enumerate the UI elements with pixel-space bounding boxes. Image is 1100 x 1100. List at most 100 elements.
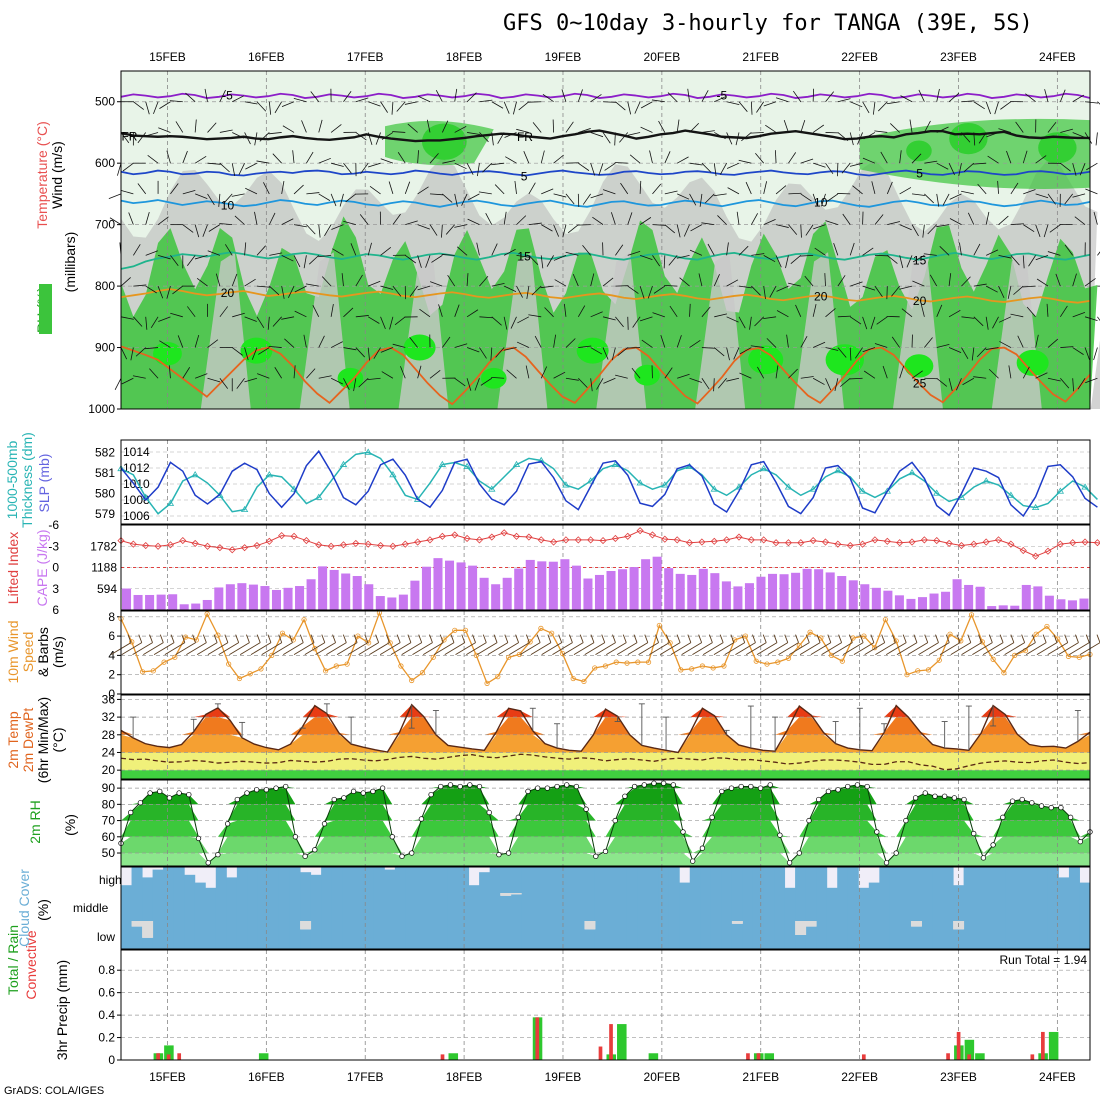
upper-wind-barb — [912, 255, 925, 263]
wind-barb — [562, 642, 584, 656]
upper-wind-barb — [977, 183, 987, 195]
slp-line — [120, 449, 1098, 518]
wind-speed-marker — [785, 655, 792, 661]
upper-wind-barb — [750, 132, 764, 134]
rh2m-marker — [137, 800, 144, 806]
cloud-middle-bar — [710, 893, 722, 921]
upper-wind-barb — [389, 316, 394, 330]
wind-barb-flag — [515, 634, 520, 643]
upper-wind-barb — [244, 316, 257, 322]
upper-wind-barb — [949, 218, 962, 225]
upper-wind-barb — [234, 215, 245, 225]
upper-wind-barb — [355, 347, 365, 358]
upper-wind-barb — [553, 334, 557, 348]
upper-wind-barb — [717, 215, 727, 225]
upper-wind-barb — [602, 189, 616, 195]
upper-wind-barb — [293, 97, 307, 103]
cape-bar — [237, 583, 247, 610]
cloud-low-gap — [795, 921, 807, 935]
upper-wind-barb — [565, 251, 579, 256]
upper-wind-barb — [534, 335, 542, 348]
upper-wind-barb — [749, 316, 752, 330]
wind-barb — [1069, 642, 1090, 656]
wind-barb-flag — [310, 634, 315, 643]
upper-wind-barb — [790, 255, 802, 265]
wind-speed-marker — [904, 672, 910, 678]
upper-wind-barb — [147, 155, 159, 164]
wind-speed-marker — [796, 643, 802, 649]
wind-speed-marker — [613, 659, 619, 665]
upper-ylabel-mb-0: (millibars) — [62, 232, 78, 293]
rh2m-marker — [883, 860, 890, 866]
cloud-low-bar — [752, 921, 764, 949]
upper-wind-barb — [207, 193, 215, 206]
wind-barb-flag — [278, 634, 283, 643]
upper-wind-barb — [512, 101, 517, 115]
rh2m-marker — [874, 829, 880, 835]
cape-bar — [179, 604, 189, 610]
upper-wind-barb — [518, 101, 530, 111]
upper-wind-barb — [1059, 89, 1066, 102]
cloud-high-bar — [742, 867, 754, 893]
cape-bar — [560, 559, 570, 610]
cape-bar — [122, 588, 132, 610]
wind-barb — [627, 642, 649, 656]
upper-wind-barb — [491, 101, 504, 109]
cape-bar — [1056, 599, 1066, 610]
cloud-middle-bar — [1079, 893, 1091, 921]
upper-wind-barb — [343, 90, 352, 102]
li-tick-label: 3 — [52, 582, 59, 596]
upper-wind-barb — [1010, 182, 1019, 195]
cloud-middle-bar — [594, 893, 606, 921]
upper-wind-barb — [177, 335, 184, 348]
wind-barb — [552, 642, 573, 656]
wind-barb — [1058, 642, 1079, 656]
rh2m-marker — [302, 853, 308, 859]
upper-wind-barb — [704, 193, 715, 204]
lifted-index-marker — [846, 541, 854, 550]
wind-speed-marker — [387, 640, 393, 646]
upper-wind-barb — [719, 162, 727, 175]
upper-wind-barb — [958, 163, 962, 176]
cloud-high-bar — [605, 867, 617, 893]
upper-wind-barb — [117, 163, 122, 176]
upper-wind-barb — [409, 337, 418, 348]
lifted-index-marker — [1032, 552, 1040, 560]
upper-wind-barb — [474, 378, 480, 391]
temp-ylabel-2: (6hr Min/Max) — [35, 697, 51, 783]
cape-bar — [352, 576, 362, 610]
upper-wind-barb — [755, 152, 765, 164]
wind-speed-marker — [236, 675, 243, 682]
wind-barb — [778, 642, 799, 656]
run-total-annotation: Run Total = 1.94 — [999, 953, 1087, 967]
wind-speed-marker — [462, 627, 469, 633]
li-ylabel-0: Lifted Index — [5, 532, 21, 604]
cape-bar — [675, 573, 685, 610]
wind-barb — [433, 642, 455, 656]
wind-barb — [638, 642, 659, 656]
wind-barb — [864, 642, 885, 656]
wind-speed-marker — [581, 678, 587, 685]
date-label-bottom: 15FEB — [149, 1070, 186, 1084]
upper-wind-barb — [629, 154, 641, 164]
cloud-low-bar — [521, 921, 533, 949]
cloud-low-gap — [910, 921, 922, 927]
date-label-bottom: 20FEB — [644, 1070, 681, 1084]
upper-wind-barb — [554, 279, 567, 287]
cloud-low-bar — [616, 921, 628, 949]
wind-barb-flag — [429, 634, 433, 643]
wind-ylabel-3: (m/s) — [50, 636, 66, 668]
rh-saturated-blob — [1016, 349, 1049, 376]
wind-barb — [842, 642, 864, 656]
wind-barb-flag — [235, 634, 240, 643]
upper-wind-barb — [751, 253, 765, 256]
upper-wind-barb — [1072, 311, 1086, 318]
upper-wind-barb — [997, 180, 999, 194]
upper-wind-barb — [256, 160, 270, 164]
wind-barb — [1015, 642, 1036, 656]
wind-barb-flag — [1064, 634, 1069, 643]
wind-barb — [616, 642, 638, 656]
upper-wind-barb — [899, 255, 904, 269]
rh2m-ytick-label: 70 — [102, 814, 116, 828]
cloud-middle-bar — [426, 893, 438, 921]
